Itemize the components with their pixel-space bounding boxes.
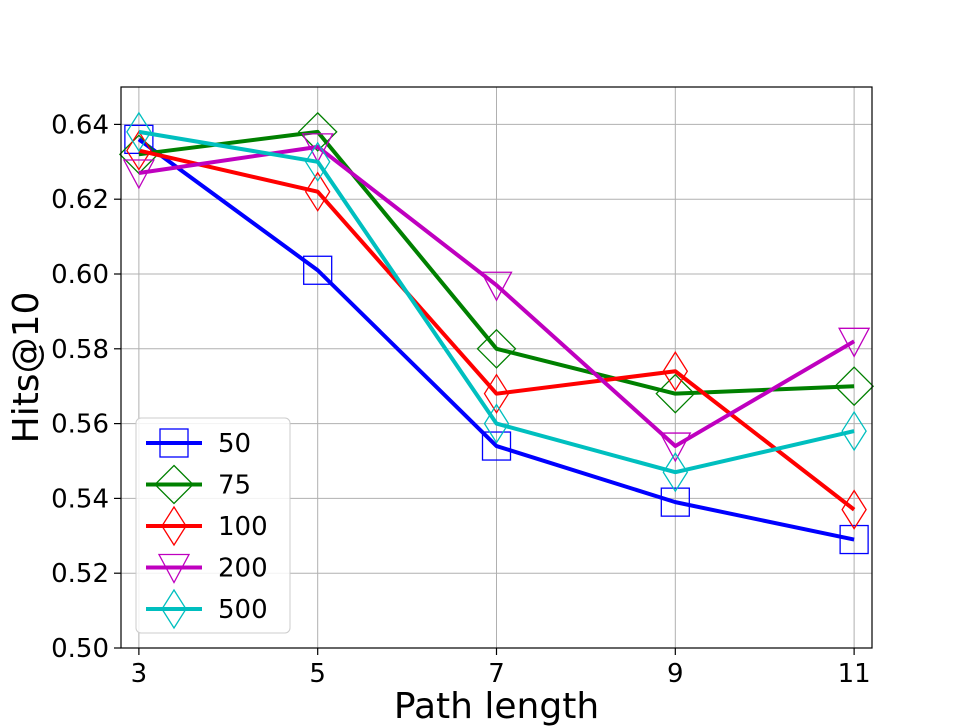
- series-75: [118, 111, 875, 414]
- data-point: [838, 327, 871, 358]
- y-tick-label: 0.60: [51, 260, 109, 290]
- y-axis-label: Hits@10: [6, 292, 47, 444]
- data-point: [476, 328, 517, 369]
- data-point: [126, 111, 152, 153]
- series-line: [137, 137, 855, 542]
- series-line: [138, 129, 855, 475]
- data-point: [483, 403, 510, 444]
- data-point: [841, 489, 867, 530]
- y-tick-label: 0.64: [51, 110, 109, 140]
- y-tick-label: 0.58: [51, 335, 109, 365]
- data-point: [655, 373, 696, 414]
- legend-entry: 200: [146, 554, 268, 584]
- data-point: [118, 134, 159, 175]
- data-point: [480, 271, 513, 302]
- x-tick-label: 11: [838, 659, 871, 689]
- data-point: [659, 432, 692, 463]
- data-point: [660, 487, 690, 517]
- data-point: [481, 431, 512, 461]
- x-tick-label: 9: [667, 659, 684, 689]
- marker-square: [159, 428, 189, 458]
- data-point: [297, 111, 338, 152]
- marker-thin-diamond: [161, 588, 187, 630]
- data-point: [662, 452, 689, 493]
- x-tick-label: 7: [488, 659, 505, 689]
- legend-label: 100: [218, 512, 268, 542]
- series-line: [138, 129, 855, 396]
- data-point: [304, 141, 331, 183]
- data-point: [662, 351, 689, 392]
- legend-entry: 500: [146, 588, 268, 630]
- legend-entry: 100: [146, 505, 268, 547]
- series-100: [126, 130, 867, 530]
- series-line: [138, 144, 856, 449]
- series-layer: [118, 111, 875, 555]
- series-200: [122, 133, 871, 463]
- legend-label: 200: [218, 554, 268, 584]
- data-point: [839, 524, 869, 555]
- legend-entry: 50: [146, 428, 251, 459]
- data-point: [301, 133, 334, 164]
- legend: 50 75 100 200 500: [135, 417, 291, 634]
- legend-label: 500: [218, 595, 268, 625]
- legend-entry: 75: [146, 464, 251, 505]
- series-50: [124, 124, 869, 555]
- y-tick-label: 0.56: [51, 410, 109, 440]
- data-point: [126, 130, 152, 171]
- y-tick-label: 0.62: [51, 185, 109, 215]
- marker-triangle-down: [157, 553, 191, 584]
- data-point: [304, 171, 331, 212]
- marker-diamond: [154, 464, 194, 505]
- x-axis-label: Path length: [394, 686, 599, 727]
- x-tick-label: 3: [131, 659, 148, 689]
- legend-box: [135, 417, 291, 634]
- y-tick-label: 0.52: [51, 559, 109, 589]
- data-point: [303, 255, 333, 285]
- data-point: [122, 159, 155, 190]
- x-tick-label: 5: [309, 659, 326, 689]
- data-point: [841, 410, 867, 452]
- data-point: [483, 373, 510, 414]
- legend-label: 75: [218, 471, 251, 501]
- data-point: [834, 366, 875, 407]
- y-tick-label: 0.54: [51, 484, 109, 514]
- series-500: [126, 111, 867, 493]
- series-line: [138, 148, 856, 512]
- legend-label: 50: [218, 429, 251, 459]
- y-tick-label: 0.50: [51, 634, 109, 664]
- marker-thin-diamond: [161, 505, 187, 547]
- x-axis: 3 5 7 9 11: [131, 648, 871, 689]
- y-axis: 0.50 0.52 0.54 0.56 0.58 0.60 0.62 0.64: [51, 110, 121, 664]
